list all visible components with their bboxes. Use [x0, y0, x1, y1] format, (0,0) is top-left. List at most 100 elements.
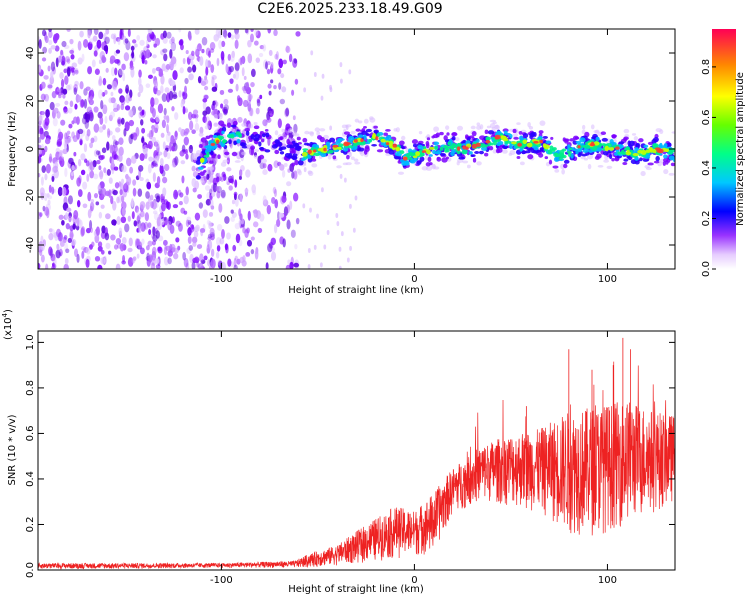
noise-speck: [115, 238, 122, 245]
noise-speck: [340, 231, 344, 237]
noise-speck: [90, 137, 95, 144]
noise-speck: [38, 114, 43, 124]
ridge-mark: [451, 132, 458, 137]
noise-speck: [199, 56, 204, 66]
noise-speck: [199, 228, 206, 233]
noise-speck: [71, 62, 78, 68]
noise-speck: [144, 212, 150, 222]
noise-speck: [211, 86, 218, 92]
ridge-mark: [293, 133, 300, 137]
noise-speck: [95, 150, 100, 156]
noise-speck: [220, 191, 226, 199]
noise-speck: [51, 91, 57, 99]
noise-speck: [267, 243, 273, 253]
ridge-mark: [200, 137, 207, 143]
noise-speck: [289, 200, 293, 211]
noise-speck: [250, 249, 255, 255]
ridge-mark: [512, 132, 519, 138]
ridge-mark: [224, 151, 230, 156]
ridge-mark: [254, 133, 261, 139]
ridge-mark: [570, 153, 574, 159]
noise-speck: [218, 203, 223, 213]
ridge-mark: [421, 166, 428, 171]
noise-speck: [71, 164, 75, 171]
ridge-mark: [439, 152, 446, 156]
noise-speck: [96, 39, 102, 49]
ridge-mark: [196, 149, 202, 156]
noise-speck: [129, 166, 134, 174]
ridge-mark: [220, 161, 227, 167]
ridge-mark: [199, 171, 205, 176]
noise-speck: [181, 144, 186, 153]
noise-speck: [48, 184, 52, 193]
ridge-mark: [625, 151, 632, 156]
noise-speck: [321, 73, 325, 79]
noise-speck: [163, 114, 168, 120]
ridge-mark: [395, 146, 400, 152]
ridge-mark: [410, 152, 415, 157]
noise-speck: [147, 183, 151, 190]
ridge-mark: [368, 138, 372, 143]
ridge-mark: [553, 156, 560, 162]
noise-speck: [76, 177, 82, 187]
ridge-mark: [626, 149, 630, 153]
noise-speck: [112, 201, 117, 211]
noise-speck: [246, 239, 253, 247]
noise-speck: [131, 211, 135, 220]
noise-speck: [109, 144, 113, 154]
noise-speck: [259, 45, 265, 50]
noise-speck: [250, 29, 254, 32]
noise-speck: [140, 119, 144, 126]
noise-speck: [251, 184, 257, 194]
ridge-mark: [415, 151, 420, 157]
noise-speck: [287, 259, 291, 265]
noise-speck: [97, 184, 102, 192]
noise-speck: [270, 237, 276, 246]
ridge-mark: [614, 146, 620, 150]
noise-speck: [79, 99, 85, 108]
ridge-mark: [412, 143, 418, 148]
ridge-mark: [250, 133, 255, 140]
y-tick-label: 0: [25, 146, 36, 152]
ridge-mark: [672, 157, 675, 163]
noise-speck: [282, 238, 286, 248]
noise-speck: [93, 50, 98, 57]
noise-speck: [48, 47, 52, 54]
noise-speck: [76, 217, 80, 227]
noise-speck: [173, 252, 179, 260]
noise-speck: [209, 42, 216, 51]
noise-speck: [293, 170, 298, 180]
noise-speck: [225, 63, 229, 73]
noise-speck: [119, 29, 123, 40]
noise-speck: [147, 74, 153, 79]
ridge-mark: [495, 124, 499, 130]
noise-speck: [226, 167, 232, 172]
noise-speck: [185, 262, 190, 269]
ridge-mark: [539, 139, 543, 144]
noise-speck: [187, 66, 193, 73]
ridge-mark: [489, 119, 497, 123]
y-tick-label: 20: [25, 95, 36, 108]
noise-speck: [147, 29, 153, 35]
ridge-mark: [355, 128, 361, 132]
ridge-mark: [417, 144, 423, 150]
noise-speck: [49, 248, 54, 258]
noise-speck: [63, 44, 70, 49]
noise-speck: [38, 172, 41, 178]
noise-speck: [191, 165, 196, 172]
noise-speck: [156, 89, 161, 96]
noise-speck: [249, 107, 254, 117]
noise-speck: [132, 179, 137, 186]
noise-speck: [185, 186, 189, 196]
noise-speck: [51, 265, 55, 269]
noise-speck: [128, 109, 134, 117]
ridge-mark: [596, 153, 602, 159]
noise-speck: [39, 110, 45, 116]
noise-speck: [213, 34, 220, 42]
ridge-mark: [494, 136, 499, 140]
noise-speck: [155, 115, 160, 123]
noise-speck: [58, 93, 62, 99]
noise-speck: [349, 203, 352, 209]
noise-speck: [48, 246, 53, 256]
ridge-mark: [512, 128, 517, 134]
